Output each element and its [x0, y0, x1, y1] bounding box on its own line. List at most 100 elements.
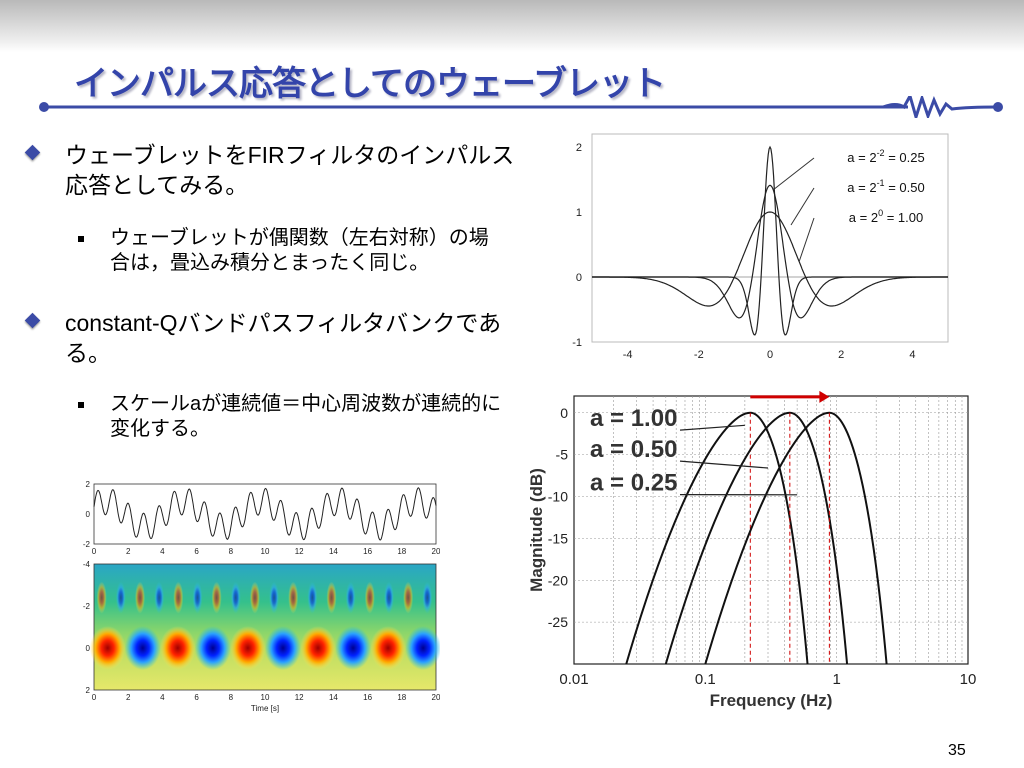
x-tick-label: 8 — [229, 693, 234, 702]
diamond-bullet-icon — [24, 312, 41, 329]
annotation-leader — [798, 217, 815, 263]
y-tick-label: 2 — [576, 142, 582, 154]
high-frequency-streak — [96, 581, 107, 614]
annotation-leader — [679, 460, 769, 469]
x-tick-label: 8 — [229, 547, 234, 556]
x-tick-label: 16 — [363, 547, 372, 556]
high-frequency-streak — [192, 581, 203, 614]
high-frequency-streak — [326, 581, 337, 614]
diamond-bullet-icon — [24, 144, 41, 161]
positive-coefficient-blob — [159, 626, 196, 670]
high-frequency-streak — [173, 581, 184, 614]
positive-coefficient-blob — [89, 626, 126, 670]
y-tick-label: -1 — [572, 337, 582, 349]
x-axis-label: Frequency (Hz) — [710, 691, 833, 710]
wavelet-shapes-figure: -4 -2 0 2 4 -1 0 1 2 a = 2-2 = 0.25 a = 2-1 = 0.50… — [556, 130, 956, 360]
x-axis-label: Time [s] — [251, 704, 279, 713]
annotation-leader — [772, 157, 815, 191]
x-tick-label: 14 — [329, 693, 338, 702]
square-bullet-icon — [78, 236, 84, 242]
x-tick-label: 2 — [126, 547, 131, 556]
negative-coefficient-blob — [194, 626, 231, 670]
bullet-2: constant-Qバンドパスフィルタバンクである。 — [24, 308, 527, 368]
high-frequency-streak — [403, 581, 414, 614]
y-tick-label: -10 — [548, 489, 568, 505]
y-tick-label: 0 — [576, 272, 582, 284]
wavelet-curve-2 — [592, 211, 948, 307]
negative-coefficient-blob — [124, 626, 161, 670]
high-frequency-streak — [345, 581, 356, 614]
high-frequency-streak — [364, 581, 375, 614]
x-tick-label: 4 — [909, 349, 915, 360]
x-tick-label: 10 — [960, 671, 977, 688]
x-tick-label: 12 — [295, 693, 304, 702]
scale-annotation-label: a = 2-2 = 0.25 — [847, 148, 924, 165]
y-tick-label: 0 — [86, 510, 91, 519]
frequency-response-figure: a = 1.00 a = 0.50 a = 0.25 0.01 0.1 1 10 0 -5 -10… — [520, 386, 988, 716]
high-frequency-streak — [288, 581, 299, 614]
square-bullet-icon — [78, 402, 84, 408]
high-frequency-streak — [307, 581, 318, 614]
high-frequency-streak — [134, 581, 145, 614]
positive-coefficient-blob — [229, 626, 266, 670]
annotation-leader — [679, 424, 745, 431]
x-tick-label: 16 — [363, 693, 372, 702]
y-tick-label: 2 — [86, 480, 91, 489]
plot-frame — [93, 483, 437, 545]
x-tick-label: -2 — [694, 349, 704, 360]
x-tick-label: -4 — [623, 349, 633, 360]
scale-annotation-label: a = 2-1 = 0.50 — [847, 178, 924, 195]
bullet-2-sub: スケールaが連続値＝中心周波数が連続的に変化する。 — [78, 392, 508, 442]
y-tick-label: -5 — [556, 447, 569, 463]
bullet-1-sub: ウェーブレットが偶関数（左右対称）の場合は，畳込み積分とまったく同じ。 — [78, 226, 508, 276]
y-tick-label: 2 — [86, 686, 91, 695]
high-frequency-streak — [154, 581, 165, 614]
x-tick-label: 4 — [160, 693, 165, 702]
x-tick-label: 14 — [329, 547, 338, 556]
y-tick-label: -20 — [548, 572, 568, 588]
page-number: 35 — [948, 742, 966, 759]
x-tick-label: 1 — [832, 671, 840, 688]
bullet-2-text: constant-Qバンドパスフィルタバンクである。 — [65, 310, 502, 366]
high-frequency-streak — [422, 581, 433, 614]
x-tick-label: 2 — [126, 693, 131, 702]
scale-annotation-label: a = 0.50 — [590, 436, 677, 463]
y-tick-label: -25 — [548, 614, 568, 630]
y-tick-label: -2 — [83, 540, 91, 549]
x-tick-label: 0.1 — [695, 671, 716, 688]
x-tick-label: 0 — [767, 349, 773, 360]
high-frequency-streak — [115, 581, 126, 614]
x-tick-label: 4 — [160, 547, 165, 556]
x-tick-label: 18 — [397, 693, 406, 702]
header-band — [0, 0, 1024, 52]
y-tick-label: 1 — [576, 207, 582, 219]
plot-frame — [591, 133, 949, 343]
y-tick-label: -4 — [83, 560, 91, 569]
x-tick-label: 2 — [838, 349, 844, 360]
signal-trace — [93, 487, 437, 541]
high-frequency-streak — [249, 581, 260, 614]
wavelet-curve-1 — [592, 184, 948, 319]
bullet-1-text: ウェーブレットをFIRフィルタのインパルス応答としてみる。 — [65, 142, 515, 198]
high-frequency-streak — [230, 581, 241, 614]
y-tick-label: 0 — [560, 405, 568, 421]
scale-annotation-label: a = 1.00 — [590, 405, 677, 432]
y-axis-label: Magnitude (dB) — [527, 468, 546, 592]
y-tick-label: -15 — [548, 530, 568, 546]
high-frequency-streak — [383, 581, 394, 614]
shift-arrow-head — [819, 390, 830, 403]
x-tick-label: 20 — [432, 693, 440, 702]
x-tick-label: 0 — [92, 693, 97, 702]
x-tick-label: 18 — [397, 547, 406, 556]
high-frequency-streak — [211, 581, 222, 614]
negative-coefficient-blob — [405, 626, 440, 670]
x-tick-label: 10 — [261, 693, 270, 702]
slide-title: インパルス応答としてのウェーブレット — [74, 64, 666, 104]
positive-coefficient-blob — [370, 626, 407, 670]
scale-annotation-label: a = 0.25 — [590, 470, 677, 497]
negative-coefficient-blob — [264, 626, 301, 670]
y-tick-label: 0 — [86, 644, 91, 653]
x-tick-label: 0 — [92, 547, 97, 556]
